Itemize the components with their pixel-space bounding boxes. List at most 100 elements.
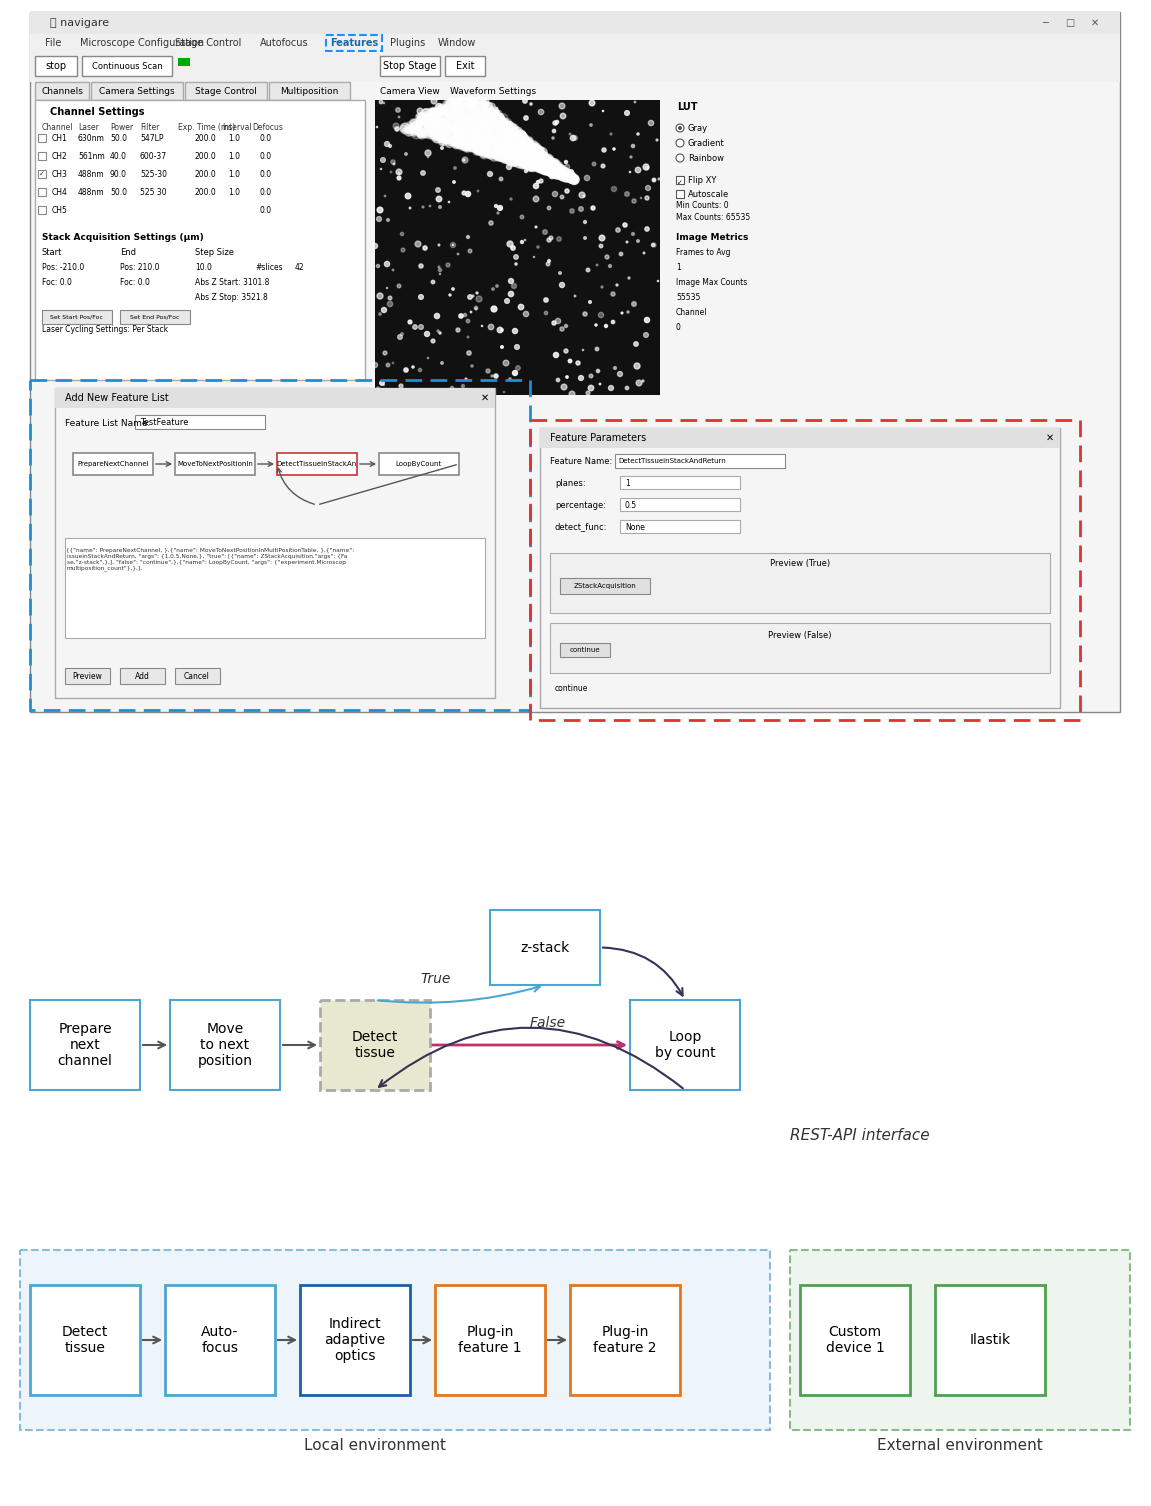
Circle shape	[569, 175, 577, 184]
Circle shape	[538, 163, 547, 172]
Circle shape	[467, 137, 477, 146]
Circle shape	[531, 155, 539, 164]
Text: 200.0: 200.0	[195, 188, 216, 196]
Text: Foc: 0.0: Foc: 0.0	[41, 279, 71, 288]
Circle shape	[394, 123, 399, 130]
Circle shape	[478, 128, 482, 131]
Circle shape	[542, 163, 550, 170]
Circle shape	[542, 155, 546, 158]
Circle shape	[483, 116, 489, 122]
Circle shape	[532, 158, 542, 169]
Circle shape	[518, 146, 525, 152]
Circle shape	[475, 122, 482, 130]
Circle shape	[542, 166, 544, 169]
Circle shape	[527, 163, 533, 169]
Circle shape	[565, 172, 571, 178]
Circle shape	[475, 113, 485, 122]
Circle shape	[397, 176, 401, 179]
Circle shape	[525, 170, 527, 173]
Circle shape	[503, 157, 509, 161]
Circle shape	[517, 157, 519, 158]
Circle shape	[494, 125, 503, 136]
Circle shape	[532, 154, 534, 157]
Circle shape	[549, 170, 554, 175]
Circle shape	[486, 114, 491, 120]
Circle shape	[525, 157, 529, 161]
Circle shape	[481, 113, 490, 123]
Circle shape	[565, 172, 574, 181]
Bar	[55, 389, 495, 408]
Circle shape	[491, 142, 498, 148]
Circle shape	[535, 151, 541, 157]
Circle shape	[524, 158, 531, 164]
Circle shape	[543, 230, 547, 235]
Circle shape	[448, 108, 457, 119]
Circle shape	[418, 131, 425, 137]
Circle shape	[544, 161, 550, 167]
Circle shape	[490, 119, 497, 125]
Circle shape	[516, 148, 523, 155]
Circle shape	[592, 163, 596, 166]
Circle shape	[523, 136, 525, 139]
Circle shape	[496, 120, 503, 128]
Circle shape	[533, 164, 541, 172]
Circle shape	[500, 117, 505, 123]
Circle shape	[519, 157, 527, 164]
Circle shape	[491, 306, 497, 312]
Circle shape	[471, 145, 479, 152]
Circle shape	[561, 172, 571, 181]
Circle shape	[550, 161, 556, 166]
Circle shape	[442, 123, 447, 128]
Circle shape	[526, 149, 534, 158]
Circle shape	[556, 164, 562, 169]
Circle shape	[551, 161, 555, 166]
Circle shape	[451, 110, 457, 117]
Circle shape	[465, 142, 473, 149]
Circle shape	[491, 140, 495, 143]
Circle shape	[478, 114, 481, 117]
Circle shape	[539, 151, 544, 155]
Circle shape	[490, 127, 497, 133]
Circle shape	[536, 148, 543, 155]
Circle shape	[508, 134, 510, 137]
Circle shape	[432, 133, 439, 140]
Circle shape	[532, 148, 534, 151]
Circle shape	[517, 158, 524, 164]
Circle shape	[534, 148, 542, 155]
Circle shape	[458, 119, 465, 127]
Circle shape	[419, 325, 424, 330]
Circle shape	[548, 164, 557, 172]
Circle shape	[516, 133, 517, 136]
Circle shape	[564, 175, 567, 178]
Circle shape	[518, 151, 524, 155]
Text: Abs Z Stop: 3521.8: Abs Z Stop: 3521.8	[195, 294, 268, 303]
Circle shape	[510, 123, 518, 133]
Circle shape	[495, 122, 503, 130]
Bar	[550, 623, 1050, 673]
Circle shape	[456, 122, 464, 130]
Circle shape	[472, 104, 479, 111]
Circle shape	[525, 157, 531, 163]
Circle shape	[460, 116, 467, 123]
Circle shape	[526, 158, 535, 167]
Circle shape	[558, 169, 564, 175]
Circle shape	[457, 140, 462, 146]
Circle shape	[477, 108, 485, 117]
Circle shape	[559, 170, 567, 179]
Circle shape	[505, 157, 509, 161]
Circle shape	[452, 181, 456, 184]
Circle shape	[487, 110, 495, 117]
Circle shape	[482, 122, 488, 127]
Circle shape	[570, 176, 574, 181]
Circle shape	[524, 161, 529, 167]
Circle shape	[485, 140, 488, 145]
Text: 488nm: 488nm	[78, 170, 105, 179]
Circle shape	[503, 119, 511, 127]
Circle shape	[527, 160, 534, 167]
Circle shape	[442, 128, 450, 136]
Circle shape	[523, 151, 531, 158]
Circle shape	[462, 134, 471, 143]
Circle shape	[427, 117, 434, 125]
Circle shape	[520, 241, 524, 244]
Circle shape	[549, 236, 552, 239]
